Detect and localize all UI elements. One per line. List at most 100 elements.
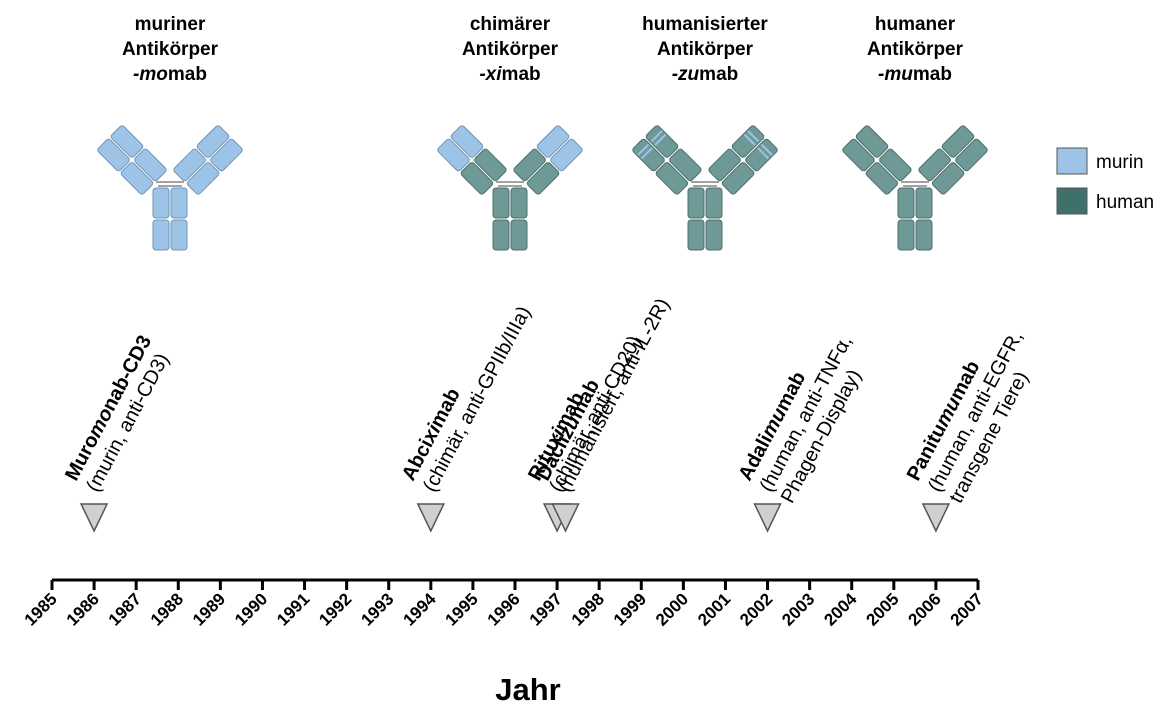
domain xyxy=(210,138,243,172)
domain xyxy=(110,125,144,158)
legend-label: murin xyxy=(1096,152,1144,173)
x-tick-label: 2004 xyxy=(820,589,861,630)
suffix-rest: mab xyxy=(699,64,738,85)
domain xyxy=(510,187,528,219)
domain xyxy=(450,125,484,158)
x-tick-label: 2006 xyxy=(905,589,945,629)
domain xyxy=(492,187,510,219)
antibody-type-label: humanisierter xyxy=(642,14,768,35)
antibody-arm xyxy=(97,125,167,195)
x-tick-label: 2002 xyxy=(736,589,776,629)
cdr-stripe xyxy=(640,147,653,160)
antibody-arm xyxy=(437,125,507,195)
antibody-suffix: -zumab xyxy=(672,64,739,85)
x-tick-label: 1987 xyxy=(105,589,145,629)
domain xyxy=(897,187,915,219)
domain xyxy=(931,162,965,195)
antibody-arm xyxy=(918,125,988,195)
domain xyxy=(170,187,188,219)
antibody-icon xyxy=(842,125,988,251)
legend-swatch xyxy=(1056,187,1088,215)
domain xyxy=(708,148,741,182)
domain xyxy=(721,162,755,195)
suffix-italic: -xi xyxy=(479,64,502,85)
domain xyxy=(536,125,570,158)
domain xyxy=(170,219,188,251)
event-marker xyxy=(753,503,782,533)
x-axis-label: Jahr xyxy=(495,672,560,706)
x-tick-label: 1998 xyxy=(568,589,608,629)
suffix-rest: mab xyxy=(168,64,207,85)
antibody-arm xyxy=(632,125,702,195)
domain xyxy=(687,187,705,219)
domain xyxy=(745,138,778,172)
antibody-type-label: Antikörper xyxy=(867,39,964,60)
domain xyxy=(173,148,206,182)
suffix-italic: -zu xyxy=(672,64,700,85)
x-tick-label: 2005 xyxy=(862,589,902,629)
antibody-suffix: -ximab xyxy=(479,64,540,85)
x-tick-label: 1991 xyxy=(273,589,313,629)
cdr-stripe xyxy=(654,133,667,146)
domain xyxy=(879,148,912,182)
legend-swatch xyxy=(1056,147,1088,175)
domain xyxy=(632,138,665,172)
cdr-stripe xyxy=(757,147,770,160)
legend-label: human xyxy=(1096,192,1154,213)
x-tick-label: 2007 xyxy=(947,589,987,629)
antibody-type-label: Antikörper xyxy=(122,39,219,60)
antibody-icon xyxy=(632,125,778,251)
domain xyxy=(687,219,705,251)
x-tick-label: 1993 xyxy=(357,589,397,629)
antibody-type-label: humaner xyxy=(875,14,956,35)
cdr-stripe xyxy=(743,133,756,146)
antibody-suffix: -momab xyxy=(133,64,207,85)
suffix-rest: mab xyxy=(502,64,541,85)
antibody-type-label: Antikörper xyxy=(462,39,559,60)
domain xyxy=(955,138,988,172)
domain xyxy=(855,125,889,158)
x-tick-label: 1986 xyxy=(63,589,103,629)
x-tick-label: 2001 xyxy=(694,589,734,629)
domain xyxy=(915,219,933,251)
domain xyxy=(731,125,765,158)
domain xyxy=(196,125,230,158)
cdr-stripe xyxy=(650,130,663,143)
antibody-type-label: muriner xyxy=(135,14,206,35)
suffix-italic: -mo xyxy=(133,64,168,85)
domain xyxy=(474,148,507,182)
domain xyxy=(492,219,510,251)
x-tick-label: 2003 xyxy=(778,589,818,629)
domain xyxy=(705,219,723,251)
antibody-arm xyxy=(173,125,243,195)
domain xyxy=(437,138,470,172)
domain xyxy=(645,125,679,158)
x-tick-label: 1995 xyxy=(442,589,482,629)
x-tick-label: 1989 xyxy=(189,589,229,629)
domain xyxy=(526,162,560,195)
domain xyxy=(865,162,899,195)
domain xyxy=(134,148,167,182)
domain xyxy=(915,187,933,219)
domain xyxy=(460,162,494,195)
cdr-stripe xyxy=(747,130,760,143)
antibody-arm xyxy=(708,125,778,195)
x-tick-label: 1992 xyxy=(315,589,355,629)
domain xyxy=(705,187,723,219)
event-detail: (chimär, anti-GPIIb/IIIa) xyxy=(419,303,535,496)
suffix-rest: mab xyxy=(913,64,952,85)
event-marker xyxy=(551,503,580,533)
event-marker xyxy=(921,503,951,533)
x-tick-label: 1990 xyxy=(231,589,271,629)
domain xyxy=(186,162,220,195)
cdr-stripe xyxy=(760,143,773,156)
domain xyxy=(941,125,975,158)
domain xyxy=(152,187,170,219)
antibody-type-label: chimärer xyxy=(470,14,551,35)
antibody-type-label: Antikörper xyxy=(657,39,754,60)
x-tick-label: 1988 xyxy=(147,589,187,629)
domain xyxy=(669,148,702,182)
x-tick-label: 1985 xyxy=(21,589,61,629)
x-tick-label: 2000 xyxy=(652,589,692,629)
